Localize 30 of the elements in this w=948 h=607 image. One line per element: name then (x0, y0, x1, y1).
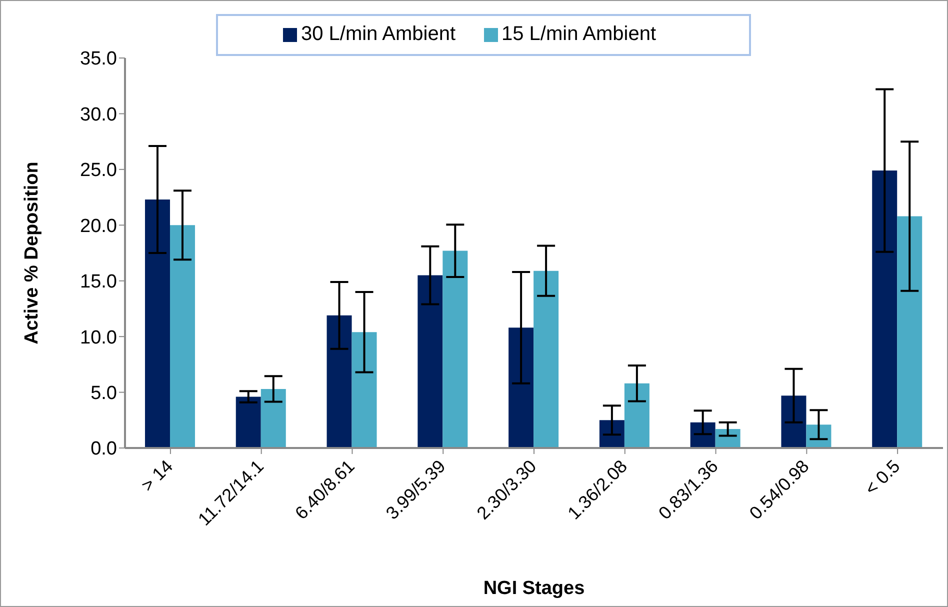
bar (599, 420, 624, 448)
x-tick-label: < 0.5 (860, 456, 904, 499)
legend-label: 30 L/min Ambient (300, 23, 456, 45)
y-tick-label: 20.0 (80, 216, 117, 237)
y-axis-title: Active % Deposition (22, 162, 43, 344)
legend-label: 15 L/min Ambient (502, 23, 656, 45)
bar (781, 396, 806, 448)
bar (624, 383, 650, 448)
bar (872, 170, 898, 448)
bar (442, 250, 468, 448)
bar (690, 422, 716, 448)
bar (326, 315, 352, 448)
bar (170, 225, 195, 448)
bar (418, 275, 443, 448)
y-tick-label: 0.0 (90, 438, 117, 460)
y-tick-label: 30.0 (80, 104, 117, 126)
bar (534, 270, 559, 448)
y-tick-label: 10.0 (80, 327, 117, 348)
y-tick-label: 5.0 (90, 383, 117, 404)
bar (236, 396, 261, 448)
x-tick-label: > 14 (137, 456, 177, 496)
x-axis-title: NGI Stages (483, 578, 585, 599)
bar (897, 216, 922, 448)
bar (144, 200, 170, 448)
y-tick-label: 25.0 (80, 160, 117, 182)
bar (508, 328, 534, 448)
y-tick-label: 35.0 (80, 48, 117, 70)
bar (260, 388, 286, 448)
bar (352, 332, 377, 448)
y-tick-label: 15.0 (80, 272, 117, 293)
